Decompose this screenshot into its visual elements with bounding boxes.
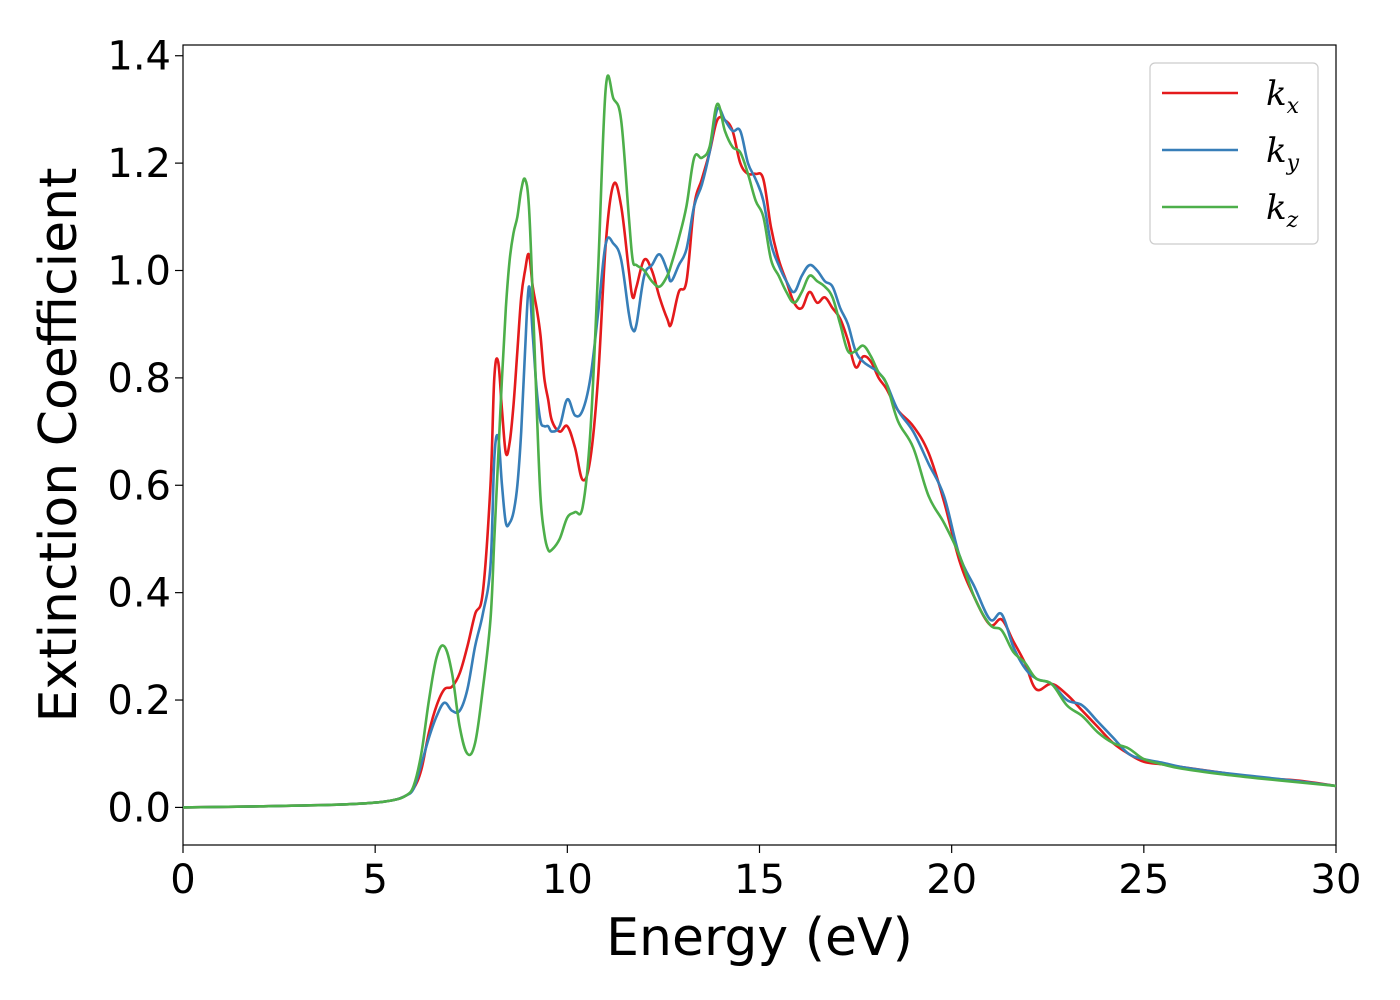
legend-items: kx ky kz — [1162, 74, 1300, 233]
legend-label: ky — [1266, 131, 1300, 176]
y-tick-label: 1.2 — [107, 141, 171, 187]
y-tick-label: 0.0 — [107, 785, 171, 831]
y-tick-label: 0.4 — [107, 571, 171, 617]
y-axis-ticks: 0.0 0.2 0.4 0.6 0.8 1.0 1.2 1.4 — [107, 34, 183, 831]
legend-item-x: kx — [1162, 74, 1300, 119]
y-tick-label: 0.6 — [107, 463, 171, 509]
series-line-y — [183, 106, 1336, 809]
x-tick-label: 0 — [170, 857, 195, 903]
legend: kx ky kz — [1149, 62, 1319, 245]
y-tick-label: 1.4 — [107, 34, 171, 80]
y-tick-label: 0.8 — [107, 356, 171, 402]
legend-label: kz — [1266, 188, 1299, 233]
legend-item-z: kz — [1162, 188, 1299, 233]
x-tick-label: 10 — [542, 857, 593, 903]
x-axis-title: Energy (eV) — [606, 908, 913, 968]
legend-item-y: ky — [1162, 131, 1300, 176]
x-tick-label: 30 — [1311, 857, 1362, 903]
legend-box — [1149, 62, 1319, 245]
series-layer — [183, 74, 1336, 809]
y-axis-title: Extinction Coefficient — [29, 168, 89, 723]
legend-label: kx — [1266, 74, 1300, 119]
y-tick-label: 0.2 — [107, 678, 171, 724]
y-tick-label: 1.0 — [107, 249, 171, 295]
x-tick-label: 20 — [926, 857, 977, 903]
series-line-z — [183, 74, 1336, 809]
x-tick-label: 5 — [362, 857, 387, 903]
x-tick-label: 15 — [734, 857, 785, 903]
x-tick-label: 25 — [1118, 857, 1169, 903]
x-axis-ticks: 0 5 10 15 20 25 30 — [170, 845, 1361, 903]
